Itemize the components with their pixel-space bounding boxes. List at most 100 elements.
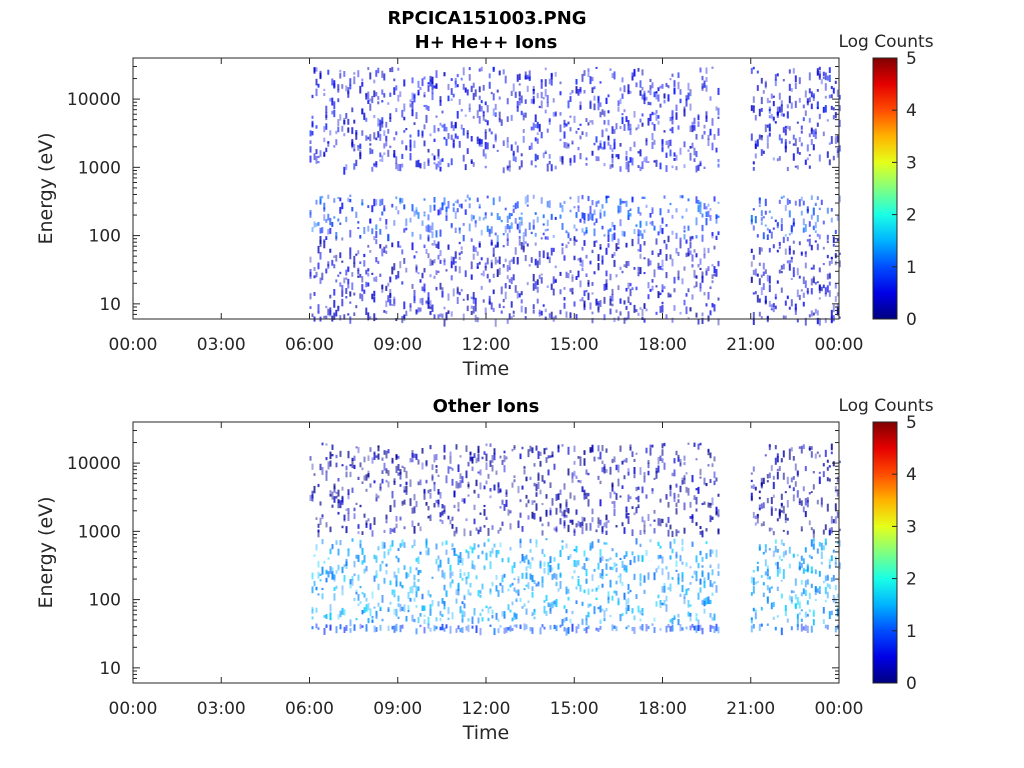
spectrogram-cell bbox=[403, 486, 406, 493]
spectrogram-cell bbox=[583, 89, 586, 94]
spectrogram-cell bbox=[395, 515, 398, 522]
spectrogram-cell bbox=[784, 519, 787, 524]
spectrogram-cell bbox=[405, 218, 408, 227]
spectrogram-cell bbox=[506, 224, 509, 230]
x-tick-label: 21:00 bbox=[726, 335, 775, 355]
spectrogram-cell bbox=[357, 594, 360, 601]
spectrogram-cell bbox=[361, 108, 364, 115]
spectrogram-cell bbox=[479, 526, 482, 532]
spectrogram-cell bbox=[790, 226, 793, 234]
spectrogram-cell bbox=[317, 222, 320, 226]
spectrogram-cell bbox=[581, 566, 584, 570]
spectrogram-cell bbox=[575, 86, 578, 94]
spectrogram-cell bbox=[651, 279, 654, 283]
spectrogram-cell bbox=[796, 624, 799, 631]
spectrogram-cell bbox=[478, 104, 481, 112]
spectrogram-cell bbox=[319, 573, 322, 576]
spectrogram-cell bbox=[581, 601, 584, 606]
spectrogram-cell bbox=[325, 219, 328, 223]
spectrogram-cell bbox=[407, 591, 410, 599]
spectrogram-cell bbox=[569, 209, 572, 213]
spectrogram-cell bbox=[697, 205, 700, 213]
spectrogram-cell bbox=[826, 119, 829, 122]
spectrogram-cell bbox=[776, 548, 779, 553]
spectrogram-cell bbox=[488, 295, 491, 304]
spectrogram-cell bbox=[645, 550, 648, 556]
spectrogram-cell bbox=[347, 313, 350, 316]
spectrogram-cell bbox=[599, 102, 602, 107]
spectrogram-cell bbox=[816, 68, 819, 76]
spectrogram-cell bbox=[693, 495, 696, 500]
spectrogram-cell bbox=[337, 489, 340, 497]
spectrogram-cell bbox=[794, 75, 797, 83]
spectrogram-cell bbox=[315, 623, 318, 629]
spectrogram-cell bbox=[383, 542, 386, 548]
spectrogram-cell bbox=[359, 235, 362, 239]
spectrogram-cell bbox=[451, 579, 454, 584]
spectrogram-cell bbox=[768, 284, 771, 293]
spectrogram-cell bbox=[599, 111, 602, 118]
spectrogram-cell bbox=[557, 446, 560, 449]
spectrogram-cell bbox=[661, 301, 664, 304]
spectrogram-cell bbox=[697, 318, 700, 325]
spectrogram-cell bbox=[455, 444, 458, 450]
spectrogram-cell bbox=[489, 606, 492, 609]
spectrogram-cell bbox=[788, 245, 791, 250]
spectrogram-cell bbox=[461, 627, 464, 633]
spectrogram-cell bbox=[679, 311, 682, 315]
spectrogram-cell bbox=[758, 204, 761, 207]
spectrogram-cell bbox=[754, 140, 757, 148]
spectrogram-cell bbox=[549, 455, 552, 458]
spectrogram-cell bbox=[391, 304, 394, 306]
spectrogram-cell bbox=[717, 128, 720, 136]
spectrogram-cell bbox=[409, 153, 412, 161]
spectrogram-cell bbox=[496, 235, 499, 243]
spectrogram-cell bbox=[333, 593, 336, 601]
spectrogram-cell bbox=[832, 115, 835, 120]
spectrogram-cell bbox=[567, 234, 570, 239]
spectrogram-cell bbox=[623, 317, 626, 324]
spectrogram-cell bbox=[460, 203, 463, 209]
spectrogram-cell bbox=[754, 522, 757, 526]
spectrogram-cell bbox=[611, 153, 614, 158]
spectrogram-cell bbox=[361, 284, 364, 292]
spectrogram-cell bbox=[591, 213, 594, 221]
spectrogram-cell bbox=[391, 490, 394, 499]
spectrogram-cell bbox=[349, 628, 352, 633]
spectrogram-cell bbox=[613, 508, 616, 516]
spectrogram-cell bbox=[451, 543, 454, 548]
spectrogram-cell bbox=[657, 262, 660, 269]
spectrogram-cell bbox=[543, 561, 546, 567]
spectrogram-cell bbox=[443, 444, 446, 453]
spectrogram-cell bbox=[711, 303, 714, 306]
spectrogram-cell bbox=[760, 149, 763, 156]
spectrogram-cell bbox=[439, 610, 442, 616]
spectrogram-cell bbox=[403, 314, 406, 320]
spectrogram-cell bbox=[685, 293, 688, 297]
spectrogram-cell bbox=[458, 252, 461, 256]
spectrogram-cell bbox=[810, 278, 813, 286]
spectrogram-cell bbox=[810, 556, 813, 560]
spectrogram-cell bbox=[441, 623, 444, 631]
spectrogram-cell bbox=[770, 93, 773, 99]
spectrogram-cell bbox=[756, 70, 759, 74]
spectrogram-cell bbox=[758, 197, 761, 201]
spectrogram-cell bbox=[589, 302, 592, 310]
spectrogram-cell bbox=[780, 579, 783, 582]
spectrogram-cell bbox=[520, 160, 523, 168]
spectrogram-cell bbox=[459, 628, 462, 633]
spectrogram-cell bbox=[489, 495, 492, 499]
spectrogram-cell bbox=[778, 241, 781, 246]
spectrogram-cell bbox=[591, 574, 594, 581]
spectrogram-cell bbox=[367, 67, 370, 71]
spectrogram-cell bbox=[701, 627, 704, 635]
spectrogram-cell bbox=[555, 507, 558, 515]
spectrogram-cell bbox=[641, 624, 644, 631]
spectrogram-cell bbox=[633, 573, 636, 580]
spectrogram-cell bbox=[546, 252, 549, 259]
spectrogram-cell bbox=[351, 127, 354, 135]
spectrogram-cell bbox=[619, 205, 622, 213]
spectrogram-cell bbox=[657, 253, 660, 257]
spectrogram-cell bbox=[478, 203, 481, 208]
spectrogram-cell bbox=[454, 122, 457, 128]
